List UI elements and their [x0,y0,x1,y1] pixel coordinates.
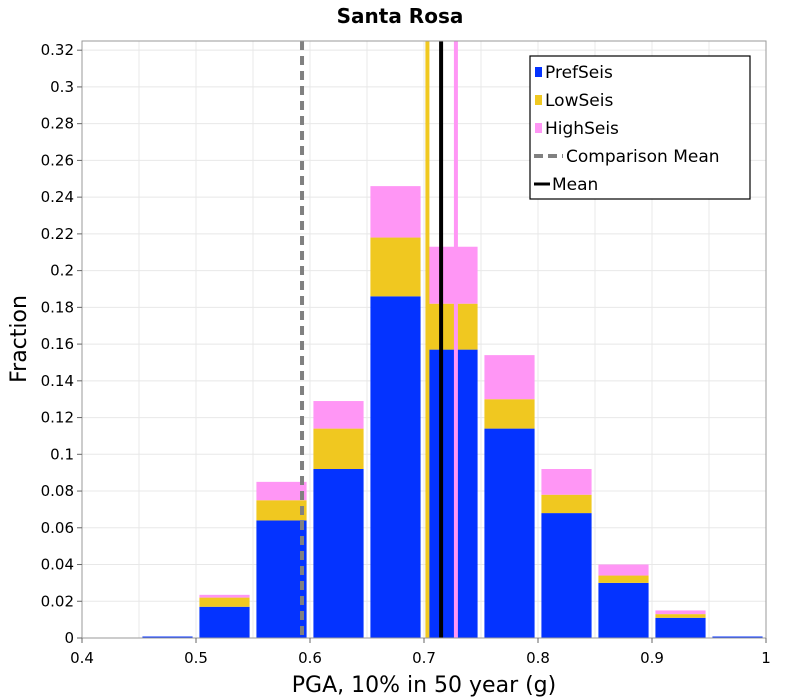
x-tick-label: 1 [761,649,771,667]
bar-lowseis [598,575,649,583]
legend-swatch-lowseis [535,95,542,105]
bar-lowseis [313,428,364,470]
bar-lowseis [484,399,535,429]
x-axis-title: PGA, 10% in 50 year (g) [292,673,556,698]
x-tick-label: 0.4 [70,649,94,667]
x-tick-label: 0.9 [640,649,664,667]
legend-swatch-prefseis [535,67,542,77]
y-tick-label: 0.28 [41,115,74,133]
bar-lowseis [256,500,307,521]
bar-prefseis [598,582,649,638]
y-tick-label: 0.08 [41,482,74,500]
bar-lowseis [655,614,706,618]
y-tick-label: 0.12 [41,409,74,427]
bar-prefseis [370,296,421,638]
legend-label: Mean [552,175,598,195]
bar-highseis [199,594,250,598]
y-tick-label: 0.32 [41,41,74,59]
y-tick-label: 0.26 [41,151,74,169]
y-tick-label: 0.06 [41,519,74,537]
y-tick-label: 0.3 [50,78,74,96]
legend-label: LowSeis [545,91,613,111]
bar-lowseis [427,303,478,350]
legend-box [529,55,751,200]
legend-label: HighSeis [545,119,619,139]
y-tick-label: 0.16 [41,335,74,353]
bar-highseis [370,186,421,238]
y-tick-label: 0.02 [41,592,74,610]
bar-highseis [541,469,592,495]
bar-prefseis [484,428,535,638]
bar-highseis [427,246,478,304]
bar-prefseis [199,606,250,638]
x-tick-label: 0.5 [184,649,208,667]
y-tick-label: 0 [64,629,74,647]
bar-prefseis [427,349,478,638]
y-tick-label: 0.2 [50,262,74,280]
bar-highseis [256,481,307,501]
x-tick-label: 0.8 [526,649,550,667]
bar-lowseis [199,597,250,607]
y-tick-label: 0.14 [41,372,74,390]
bar-highseis [313,401,364,429]
y-tick-label: 0.1 [50,445,74,463]
x-tick-label: 0.6 [298,649,322,667]
bar-highseis [484,355,535,400]
chart-title: Santa Rosa [337,4,464,28]
bar-highseis [598,564,649,576]
y-tick-label: 0.24 [41,188,74,206]
bar-prefseis [256,520,307,638]
bar-prefseis [712,636,763,638]
bar-prefseis [655,617,706,638]
bar-prefseis [142,636,193,638]
bar-highseis [655,610,706,615]
x-tick-label: 0.7 [412,649,436,667]
y-tick-label: 0.04 [41,556,74,574]
legend-label: PrefSeis [545,63,613,83]
legend: PrefSeis LowSeis HighSeis Comparison Mean Me… [529,55,751,200]
bar-prefseis [313,469,364,638]
legend-swatch-highseis [535,123,542,133]
bar-lowseis [370,237,421,297]
y-axis-title: Fraction [7,295,32,383]
legend-label: Comparison Mean [566,147,720,167]
bar-prefseis [541,513,592,638]
y-tick-label: 0.22 [41,225,74,243]
y-tick-label: 0.18 [41,298,74,316]
bar-lowseis [541,494,592,514]
